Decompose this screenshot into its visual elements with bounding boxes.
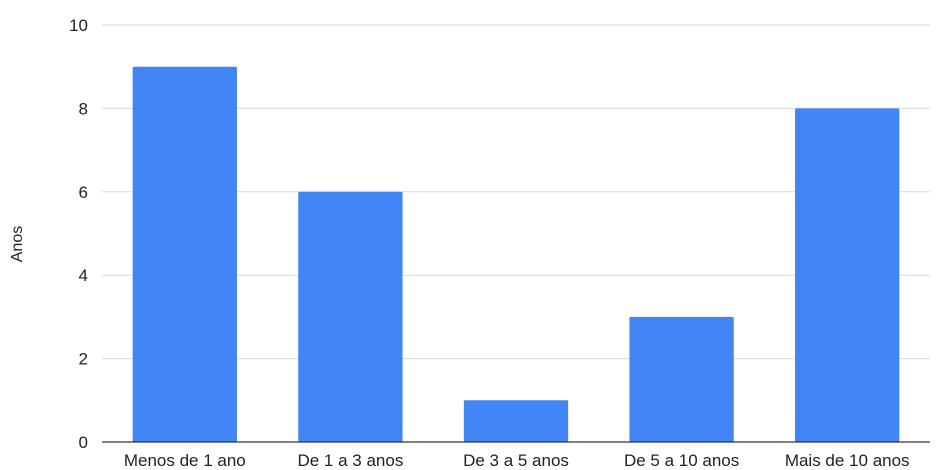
y-axis-title: Anos xyxy=(9,226,26,262)
gridlines xyxy=(102,24,930,360)
x-tick-label: De 5 a 10 anos xyxy=(624,451,739,470)
y-tick-label: 6 xyxy=(79,183,88,202)
x-tick-label: De 3 a 5 anos xyxy=(463,451,569,470)
y-tick-label: 4 xyxy=(79,266,88,285)
y-tick-label: 10 xyxy=(69,16,88,35)
bar xyxy=(132,66,237,442)
x-tick-labels: Menos de 1 ano De 1 a 3 anos De 3 a 5 anos… xyxy=(124,451,910,470)
y-tick-label: 2 xyxy=(79,350,88,369)
x-tick-label: De 1 a 3 anos xyxy=(297,451,403,470)
bar xyxy=(629,316,734,442)
y-tick-labels: 0 2 4 6 8 10 xyxy=(69,16,88,452)
bar xyxy=(795,108,900,443)
bars xyxy=(132,66,900,443)
x-tick-label: Menos de 1 ano xyxy=(124,451,246,470)
y-tick-label: 0 xyxy=(79,433,88,452)
x-tick-label: Mais de 10 anos xyxy=(785,451,910,470)
y-tick-label: 8 xyxy=(79,99,88,118)
bar xyxy=(463,400,569,442)
bar xyxy=(298,191,403,442)
